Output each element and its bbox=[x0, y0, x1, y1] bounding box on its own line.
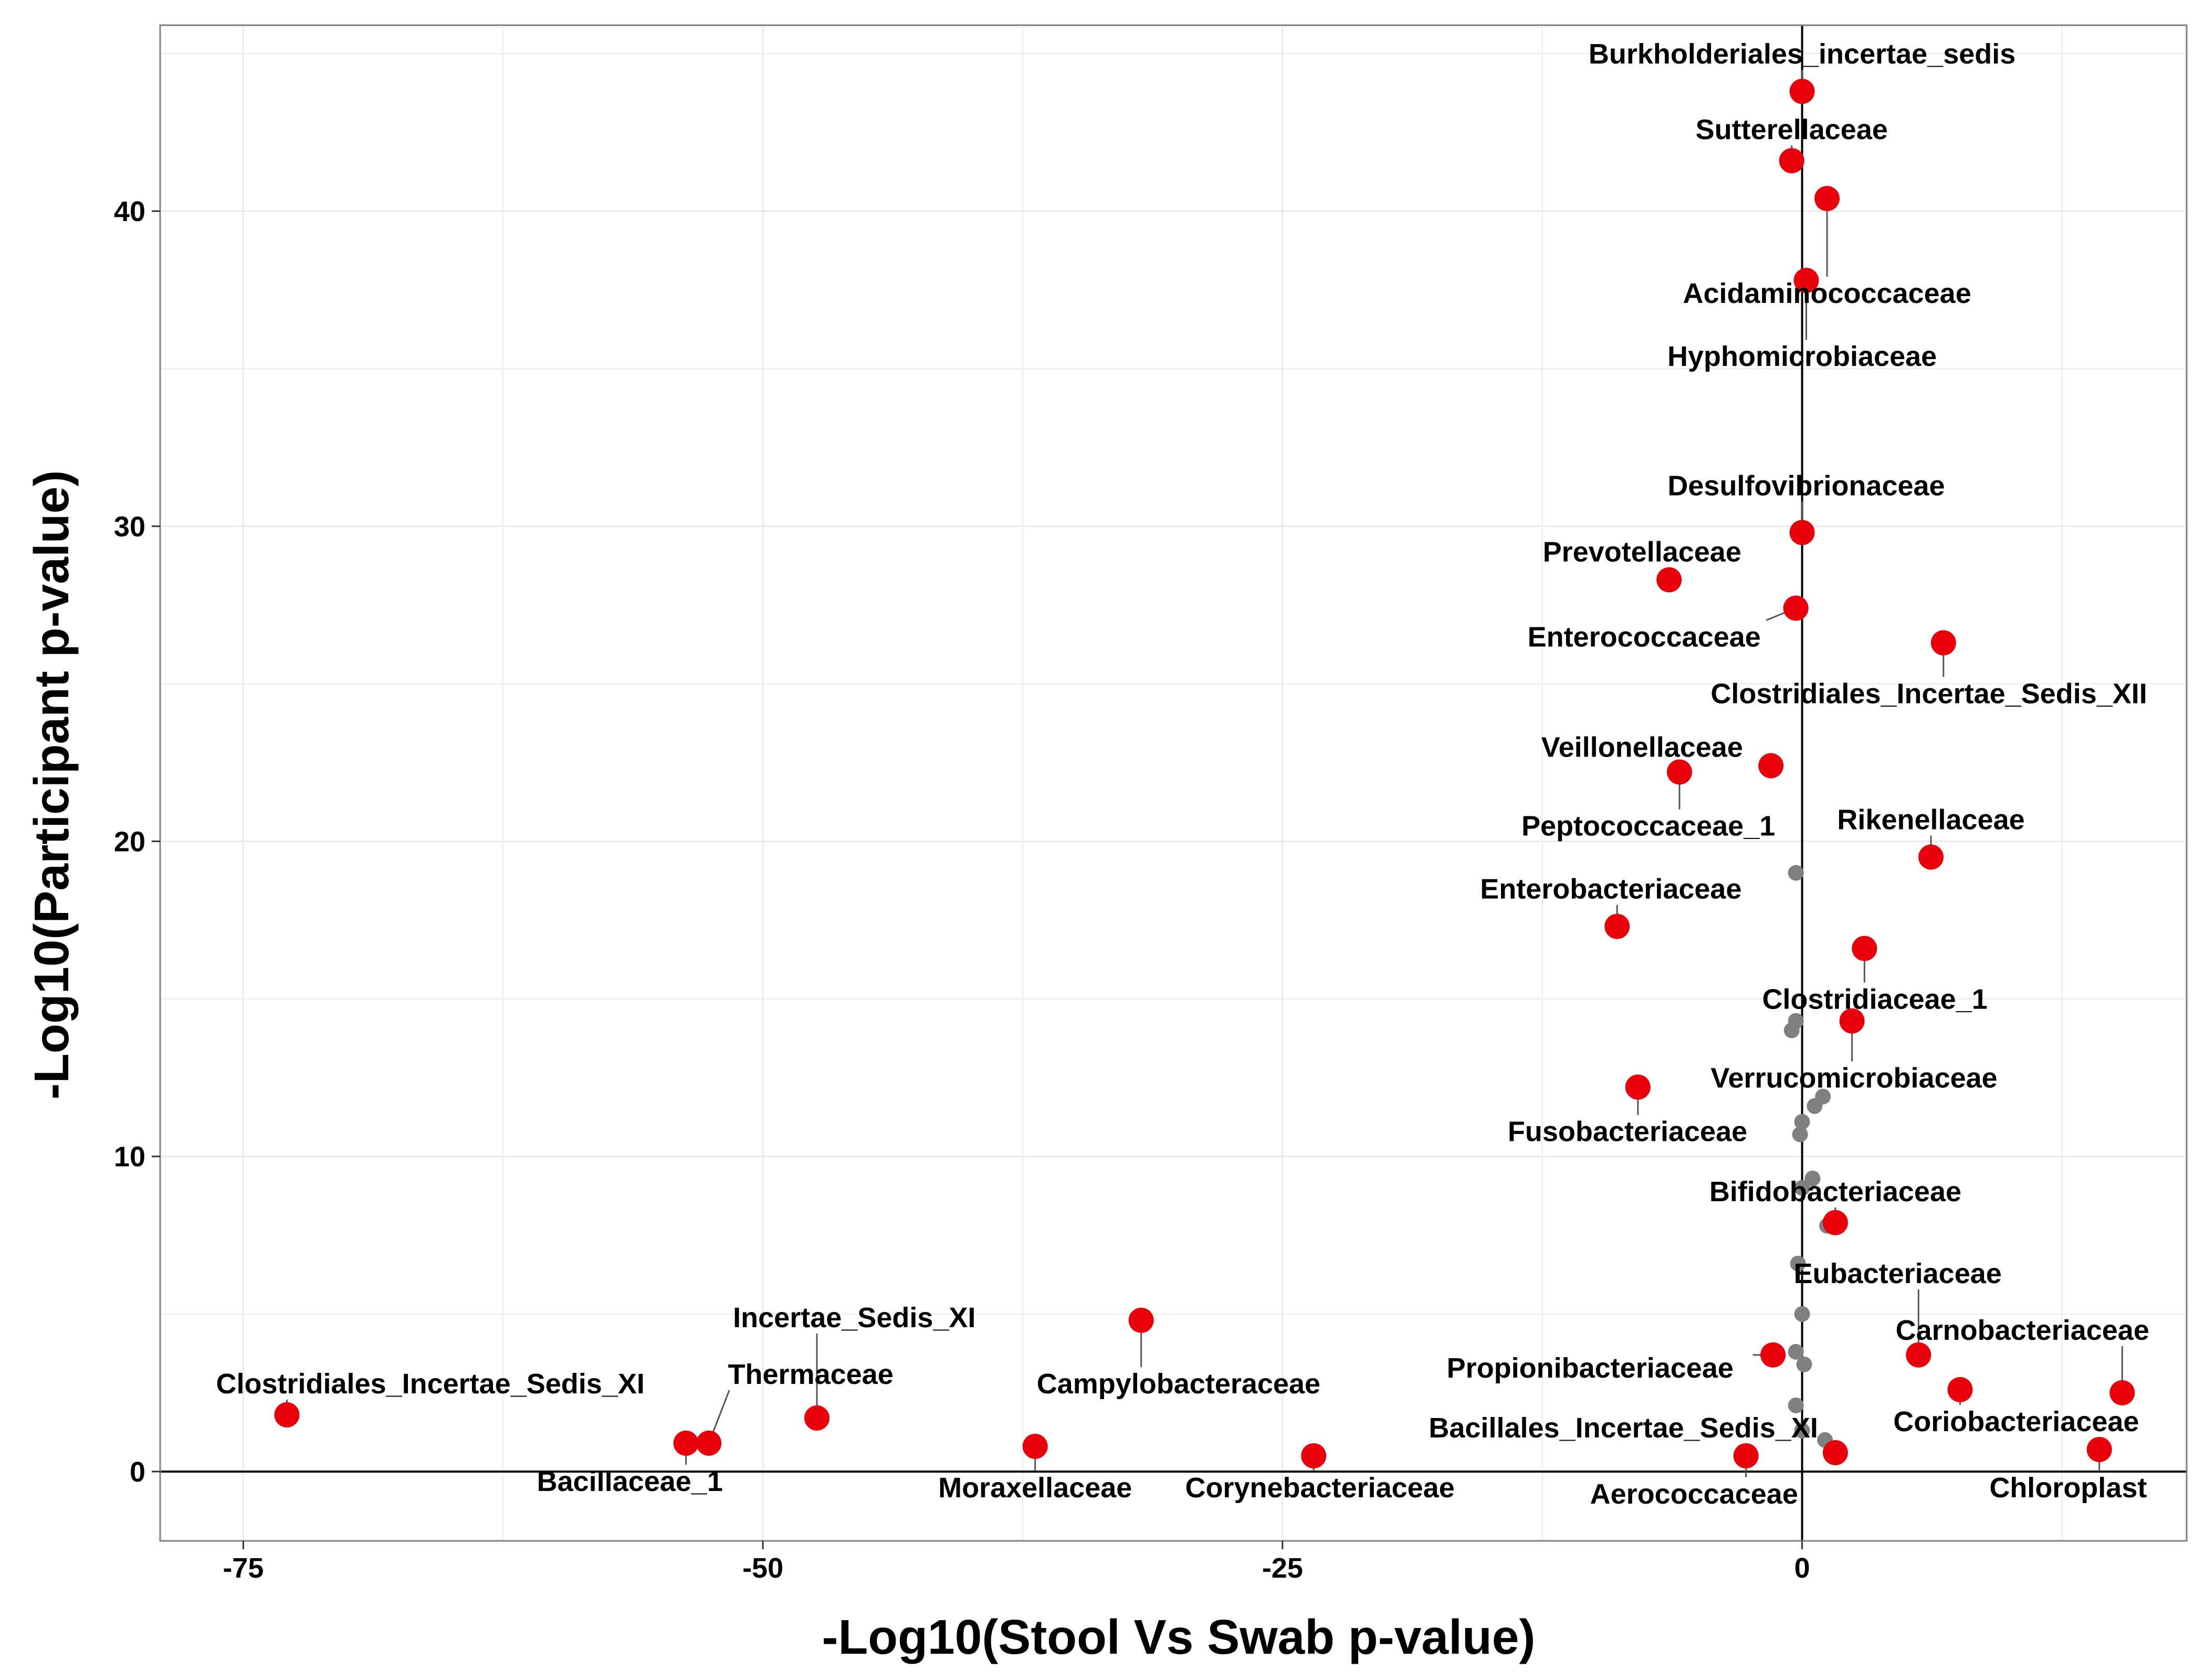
significant-point bbox=[673, 1430, 699, 1456]
point-label: Clostridiaceae_1 bbox=[1762, 984, 1988, 1015]
point-label: Campylobacteraceae bbox=[1037, 1368, 1320, 1400]
x-axis-title: -Log10(Stool Vs Swab p-value) bbox=[822, 1610, 1536, 1664]
point-label: Prevotellaceae bbox=[1543, 536, 1741, 568]
significant-point bbox=[1760, 1342, 1786, 1368]
significant-point bbox=[1733, 1443, 1759, 1468]
significant-point bbox=[1930, 630, 1956, 656]
gray-point bbox=[1804, 1170, 1821, 1186]
gray-point bbox=[1790, 1255, 1806, 1272]
point-label: Enterobacteriaceae bbox=[1480, 874, 1741, 905]
y-tick-label: 40 bbox=[114, 196, 145, 227]
significant-point bbox=[1789, 79, 1815, 104]
point-label: Bacillales_Incertae_Sedis_XI bbox=[1429, 1412, 1818, 1444]
gray-point bbox=[1794, 1306, 1810, 1322]
y-tick-label: 20 bbox=[114, 826, 145, 858]
significant-point bbox=[1793, 268, 1819, 293]
x-tick-label: -75 bbox=[223, 1552, 264, 1584]
point-label: Clostridiales_Incertae_Sedis_XI bbox=[216, 1368, 644, 1400]
y-tick-label: 30 bbox=[114, 511, 145, 542]
point-label: Fusobacteriaceae bbox=[1508, 1116, 1747, 1148]
significant-point bbox=[1918, 844, 1944, 870]
y-tick-label: 10 bbox=[114, 1141, 145, 1173]
point-label: Verrucomicrobiaceae bbox=[1710, 1063, 1997, 1094]
point-label: Coriobacteriaceae bbox=[1893, 1406, 2139, 1437]
point-label: Clostridiales_Incertae_Sedis_XII bbox=[1710, 678, 2147, 709]
point-label: Veillonellaceae bbox=[1541, 731, 1743, 763]
significant-point bbox=[1625, 1074, 1651, 1100]
significant-point bbox=[1906, 1342, 1931, 1368]
point-label: Moraxellaceae bbox=[938, 1472, 1132, 1504]
point-label: Bifidobacteriaceae bbox=[1709, 1176, 1961, 1208]
plot-panel-border bbox=[159, 24, 2188, 1542]
point-label: Thermaceae bbox=[728, 1359, 894, 1390]
gray-point bbox=[1792, 1126, 1808, 1142]
x-axis-ticks: -75 -50 -25 0 bbox=[223, 1541, 1810, 1584]
data-points bbox=[274, 79, 2135, 1468]
point-label: Incertae_Sedis_XI bbox=[733, 1302, 975, 1334]
point-label: Propionibacteriaceae bbox=[1447, 1352, 1734, 1384]
point-label: Carnobacteriaceae bbox=[1896, 1315, 2149, 1346]
y-tick-label: 0 bbox=[130, 1456, 145, 1488]
gray-point bbox=[1794, 1180, 1810, 1196]
significant-point bbox=[2109, 1380, 2135, 1405]
significant-point bbox=[1789, 520, 1815, 545]
gray-point bbox=[1794, 1114, 1810, 1130]
gray-point bbox=[1788, 1013, 1804, 1029]
point-label: Bacillaceae_1 bbox=[537, 1466, 723, 1497]
point-label: Acidaminococcaceae bbox=[1683, 278, 1971, 309]
point-label: Enterococcaceae bbox=[1528, 621, 1761, 653]
significant-point bbox=[1667, 759, 1693, 785]
significant-point bbox=[1822, 1210, 1848, 1235]
point-label: Burkholderiales_incertae_sedis bbox=[1589, 38, 2015, 70]
significant-point bbox=[696, 1430, 722, 1456]
significant-point bbox=[804, 1405, 830, 1431]
significant-point bbox=[1822, 1440, 1848, 1465]
point-label: Rikenellaceae bbox=[1837, 804, 2024, 836]
significant-point bbox=[274, 1402, 300, 1427]
significant-point bbox=[1758, 753, 1784, 779]
x-tick-label: 0 bbox=[1794, 1552, 1810, 1584]
gridlines bbox=[160, 25, 2187, 1541]
significant-point bbox=[1783, 595, 1809, 621]
significant-point bbox=[1656, 567, 1682, 593]
gray-point bbox=[1794, 1422, 1810, 1438]
x-tick-label: -50 bbox=[742, 1552, 783, 1584]
significant-point bbox=[1852, 936, 1877, 961]
gray-point bbox=[1796, 1356, 1812, 1372]
significant-point bbox=[1839, 1008, 1865, 1034]
point-label: Peptococcaceae_1 bbox=[1521, 811, 1775, 842]
significant-point bbox=[1128, 1307, 1154, 1333]
gray-point bbox=[1788, 865, 1804, 881]
gray-point bbox=[1788, 1343, 1804, 1360]
significant-point bbox=[1022, 1433, 1048, 1459]
y-axis-title: -Log10(Participant p-value) bbox=[24, 470, 79, 1100]
gray-point bbox=[1807, 1098, 1823, 1114]
point-label: Desulfovibrionaceae bbox=[1667, 470, 1945, 501]
point-label: Corynebacteriaceae bbox=[1185, 1472, 1454, 1504]
point-label: Chloroplast bbox=[1989, 1472, 2147, 1504]
point-labels: Burkholderiales_incertae_sedis Sutterella… bbox=[216, 38, 2149, 1510]
point-label: Eubacteriaceae bbox=[1794, 1258, 2002, 1289]
point-label: Sutterellaceae bbox=[1696, 114, 1888, 145]
point-label: Hyphomicrobiaceae bbox=[1667, 341, 1937, 372]
significant-point bbox=[2086, 1436, 2112, 1462]
significant-point bbox=[1947, 1377, 1973, 1402]
significant-point bbox=[1814, 186, 1840, 212]
significant-point bbox=[1779, 148, 1804, 174]
point-label: Aerococcaceae bbox=[1590, 1478, 1798, 1510]
significant-point bbox=[1301, 1443, 1327, 1468]
significant-point bbox=[1604, 914, 1630, 939]
y-axis-ticks: 0 10 20 30 40 bbox=[114, 196, 160, 1488]
gray-point bbox=[1788, 1397, 1804, 1413]
x-tick-label: -25 bbox=[1262, 1552, 1303, 1584]
